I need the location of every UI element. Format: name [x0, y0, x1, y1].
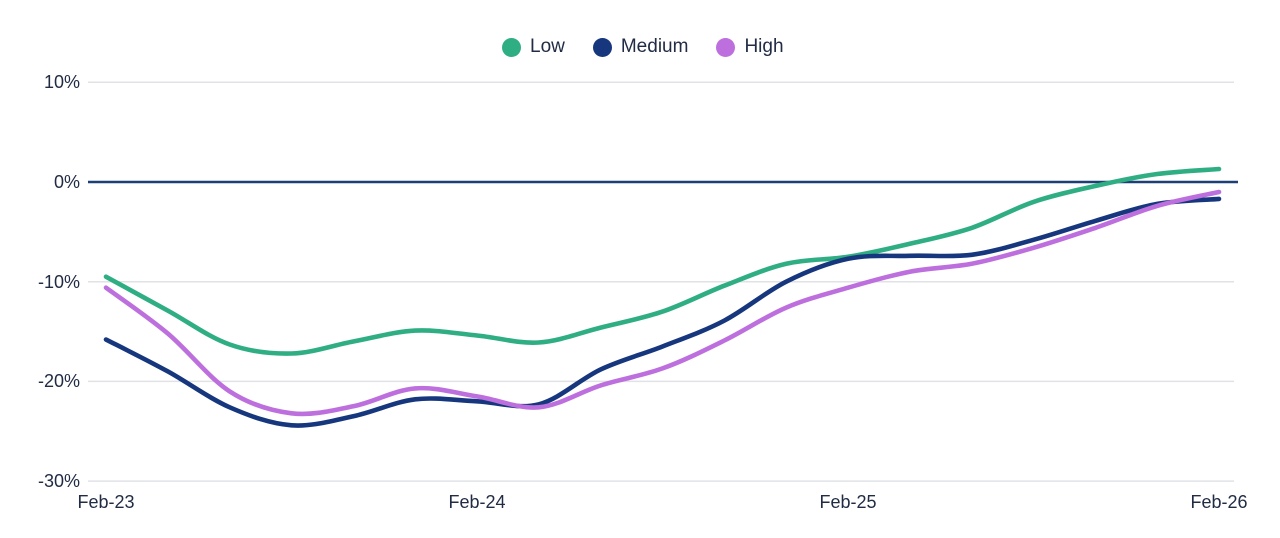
y-tick-label-neg10: -10%: [37, 272, 80, 292]
series-line-medium: [103, 196, 1222, 428]
chart-legend: Low Medium High: [502, 36, 784, 58]
legend-label-high: High: [744, 36, 784, 57]
legend-item-medium[interactable]: Medium: [592, 36, 689, 58]
y-tick-label-neg30: -30%: [37, 471, 80, 491]
legend-item-low[interactable]: Low: [502, 36, 565, 58]
x-tick-label-feb23: Feb-23: [77, 492, 135, 512]
y-tick-label-neg20: -20%: [37, 371, 80, 391]
x-tick-label-feb25: Feb-25: [819, 492, 877, 512]
legend-dot-high-icon: [716, 37, 736, 57]
legend-dot-low-icon: [502, 37, 521, 57]
legend-label-low: Low: [530, 36, 565, 57]
x-tick-label-feb24: Feb-24: [448, 492, 506, 512]
x-tick-label-feb26: Feb-26: [1190, 492, 1248, 512]
legend-dot-medium-icon: [592, 37, 612, 57]
legend-label-medium: Medium: [620, 36, 689, 57]
y-tick-label-10: 10%: [43, 72, 80, 92]
series-line-low: [103, 166, 1222, 356]
series-line-high: [103, 189, 1222, 417]
legend-item-high[interactable]: High: [716, 36, 784, 58]
y-tick-label-0: 0%: [53, 172, 80, 192]
